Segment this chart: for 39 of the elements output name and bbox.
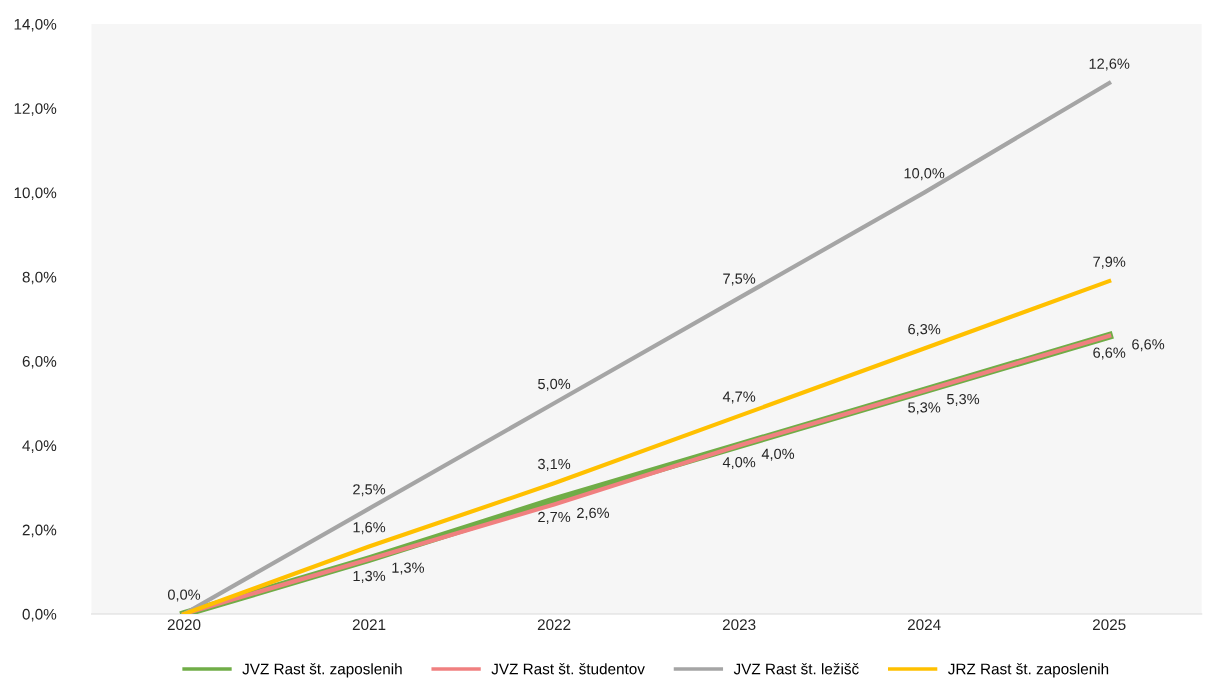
legend-label: JVZ Rast št. zaposlenih	[242, 663, 402, 678]
x-tick-label: 2022	[537, 619, 571, 631]
y-tick-label: 10,0%	[14, 187, 57, 201]
data-label: 6,6%	[1093, 347, 1126, 360]
data-label: 1,3%	[392, 562, 425, 575]
data-label: 2,6%	[577, 507, 610, 520]
y-tick-label: 4,0%	[22, 440, 57, 453]
data-label: 3,1%	[538, 458, 571, 471]
data-label: 5,3%	[947, 393, 980, 406]
legend-label: JVZ Rast št. študentov	[491, 663, 645, 675]
data-label: 1,6%	[353, 522, 386, 535]
data-label: 6,6%	[1132, 339, 1165, 352]
data-label: 12,6%	[1089, 58, 1130, 71]
data-label: 4,7%	[722, 391, 756, 404]
data-label: 10,0%	[904, 168, 945, 181]
data-label: 7,9%	[1093, 256, 1126, 269]
data-label: 4,0%	[761, 448, 795, 461]
y-tick-label: 12,0%	[14, 103, 57, 116]
legend-label: JRZ Rast št. zaposlenih	[948, 663, 1109, 678]
data-label: 6,3%	[908, 324, 941, 337]
x-tick-label: 2025	[1092, 619, 1126, 631]
data-label: 1,3%	[353, 570, 386, 583]
data-label: 0,0%	[167, 589, 201, 602]
data-label: 5,3%	[908, 402, 941, 415]
legend-label: JVZ Rast št. ležišč	[733, 663, 859, 675]
y-tick-label: 14,0%	[14, 18, 57, 32]
y-tick-label: 8,0%	[22, 271, 57, 285]
x-tick-label: 2021	[352, 619, 386, 631]
x-tick-label: 2020	[167, 619, 201, 631]
y-tick-label: 2,0%	[22, 524, 57, 538]
data-label: 5,0%	[538, 378, 571, 391]
y-tick-label: 6,0%	[22, 356, 57, 369]
data-label: 2,5%	[353, 484, 386, 497]
data-label: 4,0%	[722, 457, 756, 470]
y-tick-label: 0,0%	[22, 608, 57, 622]
data-label: 7,5%	[723, 273, 756, 286]
x-tick-label: 2024	[907, 619, 941, 631]
data-label: 2,7%	[538, 511, 571, 524]
x-tick-label: 2023	[722, 619, 756, 631]
